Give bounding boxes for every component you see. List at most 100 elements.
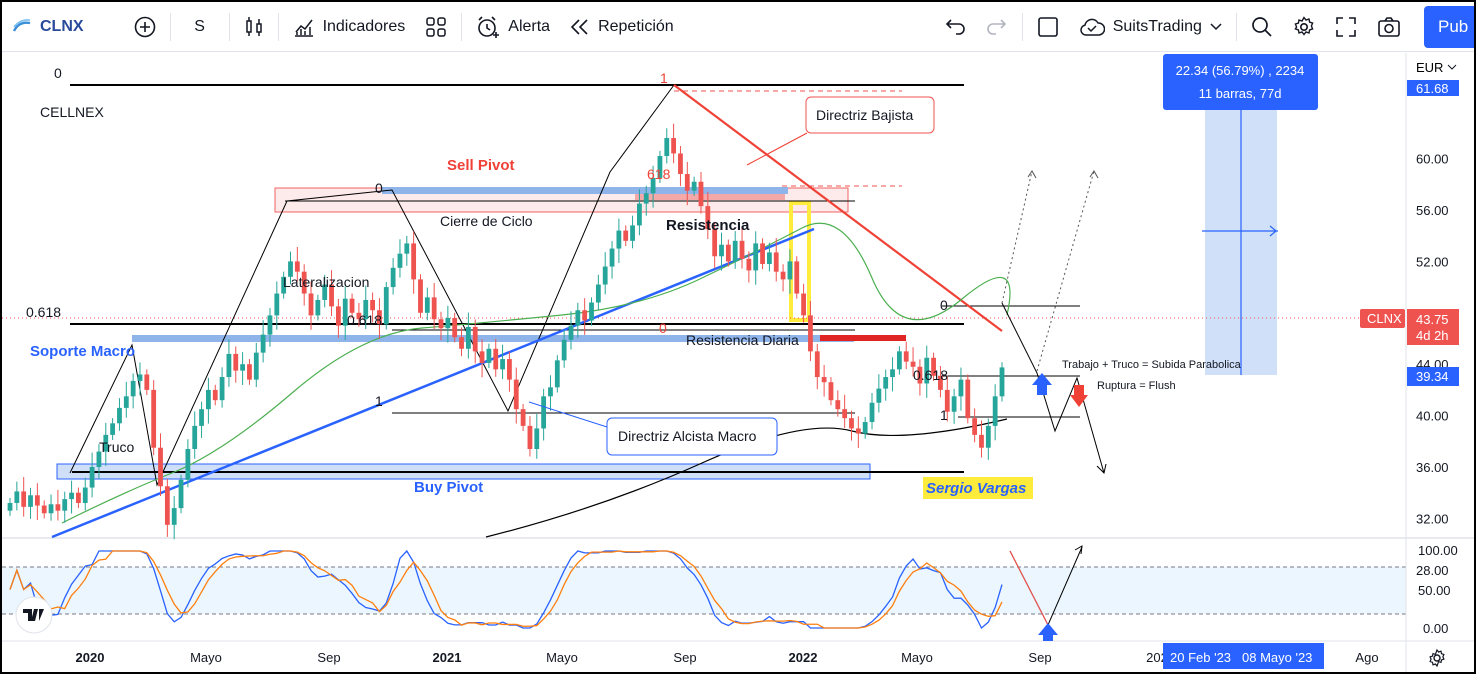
currency-label[interactable]: EUR xyxy=(1416,60,1443,75)
candle-body xyxy=(602,266,608,285)
candle-body xyxy=(650,177,656,194)
candle-body xyxy=(274,293,280,316)
fib-label-618-c: 618 xyxy=(647,166,671,182)
candle-body xyxy=(137,374,143,381)
time-tick-label: Sep xyxy=(317,650,340,665)
price-tick-label: 40.00 xyxy=(1416,409,1449,424)
candle-body xyxy=(903,351,909,362)
candle-body xyxy=(999,367,1005,397)
publish-label: Pub xyxy=(1438,17,1469,36)
candle-body xyxy=(924,357,930,384)
publish-button[interactable]: Pub xyxy=(1424,6,1474,48)
candle-body xyxy=(910,361,916,367)
undo-button[interactable] xyxy=(934,2,976,52)
candle-body xyxy=(869,402,875,423)
interval-button[interactable]: S xyxy=(175,2,225,52)
price-tick-label: 52.00 xyxy=(1416,254,1449,269)
stoch-tick-100: 100.00 xyxy=(1418,543,1458,558)
fib-label-618-a: 0.618 xyxy=(26,304,61,320)
search-button[interactable] xyxy=(1241,2,1283,52)
chart-type-button[interactable] xyxy=(234,2,274,52)
candles xyxy=(7,123,1005,540)
symbol-search[interactable]: CLNX xyxy=(2,2,94,52)
candle-body xyxy=(192,425,198,450)
candle-body xyxy=(896,351,902,370)
candle-body xyxy=(965,379,971,419)
layout-select-button[interactable] xyxy=(1027,2,1069,52)
replay-button[interactable]: Repetición xyxy=(560,2,684,52)
time-axis[interactable]: 2020 Mayo Sep 2021 Mayo Sep 2022 Mayo Sep 202 Ago xyxy=(76,650,1379,665)
price-tick-label: 32.00 xyxy=(1416,511,1449,526)
layout-name-button[interactable]: SuitsTrading xyxy=(1069,2,1232,52)
templates-button[interactable] xyxy=(415,2,457,52)
toolbar-divider xyxy=(228,12,230,41)
sell-pivot-label: Sell Pivot xyxy=(447,157,515,174)
price-chart[interactable]: 0 CELLNEX 0.618 0 0.618 1 0 0.618 1 Truc… xyxy=(2,53,1474,672)
candle-body xyxy=(445,317,451,329)
candle-body xyxy=(527,425,533,450)
candle-body xyxy=(493,348,499,370)
candle-body xyxy=(301,271,307,294)
fib-label-0-c: 0 xyxy=(659,320,667,336)
candle-body xyxy=(684,174,690,191)
truco-label: Truco xyxy=(99,439,134,455)
candle-body xyxy=(753,243,759,271)
last-price-symbol-tag: CLNX xyxy=(1367,311,1402,326)
time-tick-label: 2020 xyxy=(76,650,105,665)
candle-body xyxy=(698,181,704,207)
countdown-tag: 4d 2h xyxy=(1416,328,1449,343)
time-tick-label: 2021 xyxy=(433,650,462,665)
measure-tooltip-line2: 11 barras, 77d xyxy=(1199,86,1282,101)
candle-body xyxy=(452,317,458,338)
stoch-up-arrow-blue xyxy=(1038,623,1058,641)
candle-body xyxy=(623,230,629,241)
candle-body xyxy=(171,508,177,525)
candles-icon xyxy=(245,16,262,36)
candle-body xyxy=(21,491,27,507)
candle-body xyxy=(801,293,806,316)
axis-settings-gear-icon[interactable] xyxy=(1429,648,1445,668)
directriz-bajista-line xyxy=(673,84,1003,332)
candle-body xyxy=(828,382,834,401)
settings-button[interactable] xyxy=(1283,2,1325,52)
compare-button[interactable] xyxy=(124,2,166,52)
interval-label: S xyxy=(194,17,205,35)
candle-body xyxy=(28,495,33,507)
candle-body xyxy=(595,284,601,303)
candle-body xyxy=(322,284,328,300)
price-axis[interactable]: 60.0056.0052.0048.0044.0040.0036.0032.00… xyxy=(1416,152,1449,578)
indicators-icon xyxy=(294,19,313,37)
toolbar-divider xyxy=(1235,12,1237,41)
candle-body xyxy=(424,297,430,313)
date-range-badge xyxy=(1163,643,1324,669)
soporte-macro-label: Soporte Macro xyxy=(30,343,135,360)
price-tick-label: 60.00 xyxy=(1416,152,1449,167)
candle-body xyxy=(541,396,547,429)
plus-circle-icon xyxy=(134,16,155,37)
candle-body xyxy=(158,447,163,487)
fullscreen-button[interactable] xyxy=(1325,2,1367,52)
fib-label-0-a: 0 xyxy=(54,65,62,81)
candle-body xyxy=(267,315,273,335)
fib-label-1-d: 1 xyxy=(940,407,948,423)
candle-body xyxy=(486,348,492,363)
redo-button[interactable] xyxy=(976,2,1018,52)
search-icon xyxy=(1252,16,1272,37)
indicators-button[interactable]: Indicadores xyxy=(283,2,416,52)
down-arrow-red xyxy=(1070,385,1088,407)
candle-body xyxy=(96,451,102,467)
candle-body xyxy=(397,253,403,268)
candle-body xyxy=(883,377,889,389)
candle-body xyxy=(308,293,314,316)
alert-button[interactable]: Alerta xyxy=(466,2,560,52)
candle-body xyxy=(294,261,300,272)
candle-body xyxy=(315,299,321,316)
candle-body xyxy=(719,244,724,257)
candle-body xyxy=(281,276,287,294)
snapshot-button[interactable] xyxy=(1367,2,1411,52)
candle-body xyxy=(164,486,170,525)
symbol-label: CLNX xyxy=(40,17,84,35)
candle-body xyxy=(712,229,718,257)
buy-pivot-label: Buy Pivot xyxy=(414,479,483,496)
